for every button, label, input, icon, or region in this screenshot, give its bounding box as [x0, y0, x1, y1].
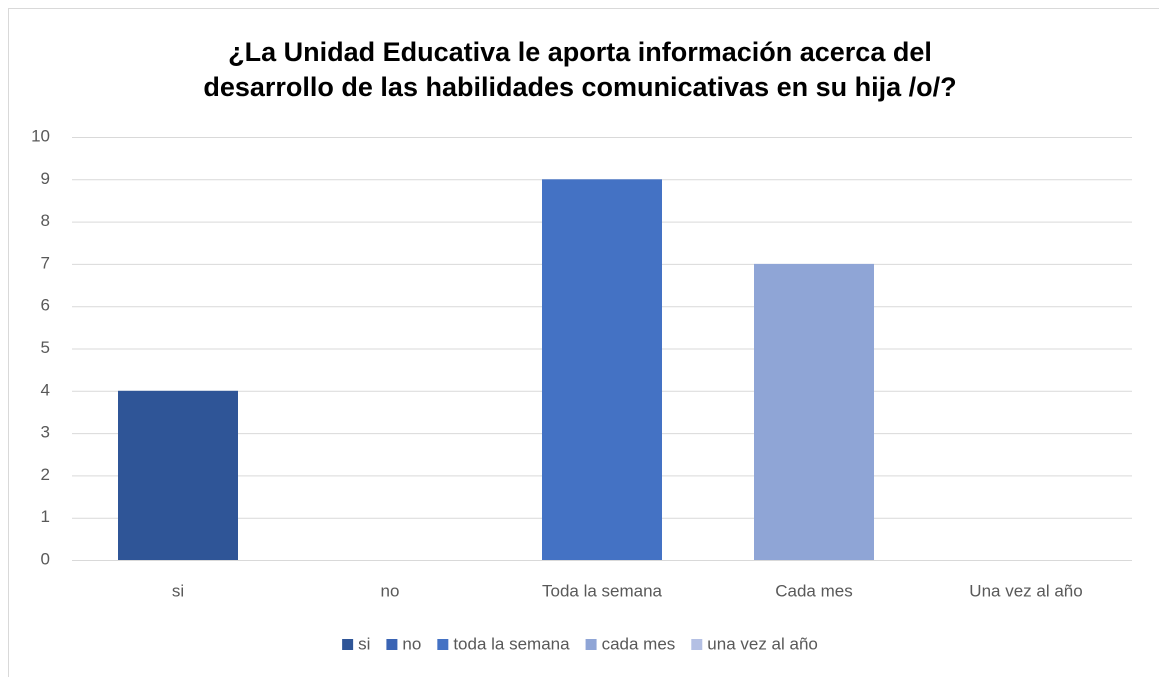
x-tick-label: Una vez al año	[969, 581, 1082, 600]
chart-title: ¿La Unidad Educativa le aporta informaci…	[228, 37, 932, 67]
legend-label: si	[358, 634, 370, 653]
y-tick-label: 1	[41, 507, 50, 526]
legend-swatch	[691, 639, 703, 650]
y-tick-label: 3	[41, 423, 50, 442]
y-tick-label: 7	[41, 253, 50, 272]
y-tick-label: 6	[41, 296, 50, 315]
y-tick-label: 4	[41, 380, 50, 399]
y-tick-label: 5	[41, 338, 50, 357]
y-tick-label: 10	[31, 126, 50, 145]
legend-swatch	[585, 639, 597, 650]
x-tick-label: Cada mes	[775, 581, 852, 600]
y-tick-label: 8	[41, 211, 50, 230]
legend-label: cada mes	[602, 634, 676, 653]
x-tick-label: Toda la semana	[542, 581, 663, 600]
bar	[118, 390, 238, 560]
y-tick-label: 0	[41, 549, 50, 568]
legend-swatch	[386, 639, 398, 650]
legend-swatch	[437, 639, 449, 650]
legend-label: una vez al año	[707, 634, 818, 653]
y-tick-label: 9	[41, 169, 50, 188]
chart-border	[8, 8, 1159, 677]
y-tick-label: 2	[41, 465, 50, 484]
legend-label: toda la semana	[453, 634, 570, 653]
bar	[754, 263, 874, 560]
legend-swatch	[342, 639, 354, 650]
bar	[542, 179, 662, 561]
chart-title: desarrollo de las habilidades comunicati…	[203, 72, 956, 102]
x-tick-label: no	[381, 581, 400, 600]
x-tick-label: si	[172, 581, 184, 600]
legend-label: no	[402, 634, 421, 653]
